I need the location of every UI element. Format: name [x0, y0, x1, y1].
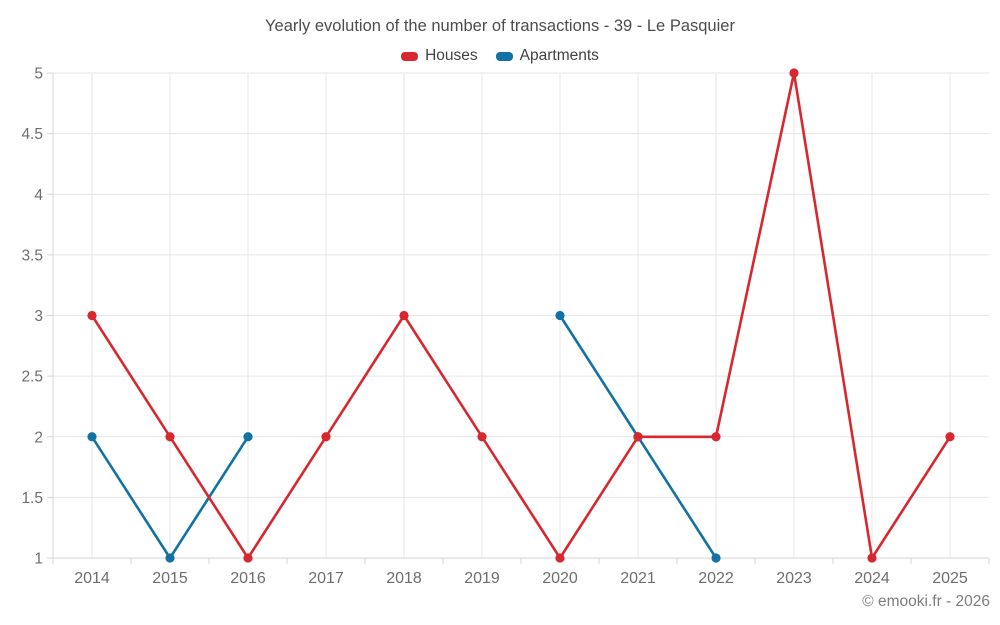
legend-label-apartments: Apartments	[519, 47, 599, 64]
data-point-apartments-2020[interactable]	[555, 310, 565, 321]
data-point-houses-2022[interactable]	[711, 432, 721, 442]
x-axis-label: 2017	[308, 570, 344, 587]
x-axis-label: 2022	[698, 570, 734, 587]
data-point-houses-2021[interactable]	[633, 432, 643, 442]
y-axis-label: 3.5	[21, 247, 43, 264]
y-axis-label: 4	[34, 187, 43, 204]
x-axis-label: 2024	[854, 570, 890, 587]
y-axis-label: 4.5	[21, 126, 43, 143]
series-line-houses	[90, 71, 952, 560]
data-point-houses-2024[interactable]	[867, 553, 877, 563]
legend-item-apartments[interactable]: Apartments	[495, 47, 599, 65]
data-point-houses-2015[interactable]	[165, 432, 175, 442]
x-axis-label: 2015	[152, 570, 188, 587]
chart-legend: Houses Apartments	[0, 47, 1000, 65]
y-axis-label: 5	[34, 66, 43, 83]
x-axis-label: 2018	[386, 570, 422, 587]
data-point-houses-2023[interactable]	[789, 68, 799, 78]
data-point-houses-2017[interactable]	[321, 432, 331, 442]
x-axis-label: 2021	[620, 570, 656, 587]
x-axis-label: 2023	[776, 570, 812, 587]
data-point-apartments-2015[interactable]	[165, 553, 175, 563]
data-point-houses-2019[interactable]	[477, 432, 487, 442]
attribution-text: © emooki.fr - 2026	[862, 593, 990, 610]
x-axis-label: 2025	[932, 570, 968, 587]
y-axis-label: 2.5	[21, 369, 43, 386]
y-axis-label: 1.5	[21, 490, 43, 507]
apartments-swatch-icon	[495, 51, 513, 61]
data-point-houses-2025[interactable]	[945, 432, 955, 442]
x-axis-label: 2014	[74, 570, 110, 587]
x-axis-label: 2020	[542, 570, 578, 587]
y-axis-label: 2	[34, 429, 43, 446]
data-point-apartments-2022[interactable]	[711, 553, 721, 563]
x-axis-label: 2016	[230, 570, 266, 587]
houses-swatch-icon	[401, 51, 419, 61]
data-point-apartments-2014[interactable]	[87, 432, 97, 442]
data-point-houses-2014[interactable]	[87, 310, 97, 321]
y-axis-label: 3	[34, 308, 43, 325]
x-axis-label: 2019	[464, 570, 500, 587]
chart-title: Yearly evolution of the number of transa…	[265, 17, 735, 35]
legend-item-houses[interactable]: Houses	[401, 47, 478, 65]
data-point-houses-2016[interactable]	[243, 553, 253, 563]
y-axis-label: 1	[34, 551, 43, 568]
data-point-houses-2018[interactable]	[399, 310, 409, 321]
data-point-apartments-2016[interactable]	[243, 432, 253, 442]
legend-label-houses: Houses	[425, 47, 478, 64]
data-point-houses-2020[interactable]	[555, 553, 565, 563]
